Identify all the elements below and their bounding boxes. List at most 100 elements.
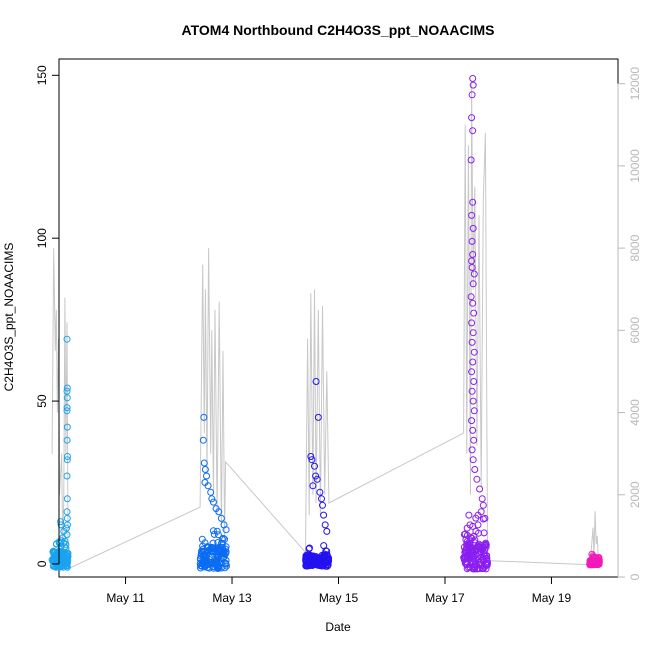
data-point <box>63 524 70 532</box>
data-point <box>216 559 224 567</box>
data-point <box>198 562 206 570</box>
data-point <box>215 508 223 516</box>
data-point <box>214 531 222 539</box>
data-point <box>63 423 71 431</box>
data-point <box>62 540 70 548</box>
data-point <box>216 544 224 552</box>
chart-title: ATOM4 Northbound C2H4O3S_ppt_NOAACIMS <box>182 22 495 38</box>
data-point <box>468 417 476 425</box>
data-point <box>469 456 477 464</box>
data-point <box>219 534 227 542</box>
data-point <box>469 558 477 566</box>
data-point <box>305 555 313 562</box>
data-point <box>63 514 71 522</box>
series-5 <box>586 550 603 569</box>
data-point <box>208 495 216 503</box>
data-point <box>211 544 219 552</box>
data-point <box>460 554 468 562</box>
data-point <box>200 413 208 421</box>
data-point <box>209 527 217 535</box>
data-point <box>63 394 71 402</box>
data-point <box>474 521 482 529</box>
x-tick-label: May 19 <box>532 591 572 605</box>
data-point <box>63 384 71 392</box>
data-point <box>199 548 206 556</box>
data-point <box>200 459 208 467</box>
y2-tick-label: 4000 <box>628 399 642 426</box>
data-point <box>483 558 491 566</box>
plot-border <box>58 58 619 578</box>
y-tick-label: 0 <box>35 560 49 567</box>
data-point <box>220 521 228 529</box>
data-point <box>208 543 215 551</box>
data-point <box>324 557 332 565</box>
data-point <box>465 511 473 519</box>
data-point <box>470 407 478 415</box>
data-point <box>468 446 476 454</box>
plot-area <box>58 58 619 578</box>
data-point <box>480 554 487 562</box>
data-point <box>213 527 221 535</box>
data-point <box>63 508 71 516</box>
data-point <box>468 257 476 265</box>
data-point <box>64 453 71 460</box>
data-point <box>477 543 484 551</box>
data-point <box>469 81 477 89</box>
data-point <box>478 495 486 503</box>
data-point <box>220 553 228 561</box>
data-point <box>320 511 328 519</box>
data-point <box>470 309 478 317</box>
data-point <box>588 560 596 568</box>
data-point <box>63 436 71 444</box>
data-point <box>57 554 65 562</box>
data-point <box>217 514 225 522</box>
y-tick-label: 150 <box>35 65 49 85</box>
data-point <box>466 521 474 529</box>
data-point <box>468 91 476 99</box>
data-point <box>63 407 71 415</box>
data-point <box>473 475 481 483</box>
data-point <box>316 488 324 496</box>
x-tick-label: May 11 <box>106 591 145 605</box>
data-point <box>322 559 330 567</box>
data-point <box>468 368 476 376</box>
data-point <box>314 561 322 569</box>
data-point <box>468 264 476 271</box>
data-point <box>218 535 226 543</box>
data-point <box>468 338 476 346</box>
data-point <box>318 495 325 503</box>
altitude-line <box>51 83 600 570</box>
y2-tick-label: 8000 <box>628 234 642 261</box>
data-point <box>63 495 71 503</box>
data-point <box>318 551 326 559</box>
series-4 <box>460 75 491 573</box>
data-point <box>201 466 209 473</box>
data-point <box>63 404 71 412</box>
y-axis-label: C2H4O3S_ppt_NOAACIMS <box>2 243 16 392</box>
series-3 <box>302 378 333 570</box>
data-point <box>307 561 315 569</box>
data-point <box>467 293 475 301</box>
data-point <box>468 211 476 219</box>
data-point <box>312 472 320 480</box>
data-point <box>307 453 315 460</box>
data-point <box>63 456 71 464</box>
data-point <box>215 557 223 565</box>
data-point <box>472 514 480 522</box>
data-point <box>469 299 477 307</box>
data-point <box>469 280 477 288</box>
data-point <box>472 527 480 535</box>
data-points <box>48 75 603 573</box>
y2-tick-label: 12000 <box>628 67 642 101</box>
y2-axis: 0 2000 4000 6000 8000 10000 12000 <box>617 67 642 580</box>
y-axis: 0 50 100 150 <box>35 65 60 567</box>
data-point <box>314 413 322 421</box>
data-point <box>63 387 71 395</box>
data-point <box>469 358 477 366</box>
data-point <box>199 545 207 553</box>
data-point <box>469 198 477 206</box>
data-point <box>302 561 310 569</box>
data-point <box>210 564 218 572</box>
data-point <box>468 387 476 395</box>
data-point <box>222 556 230 564</box>
